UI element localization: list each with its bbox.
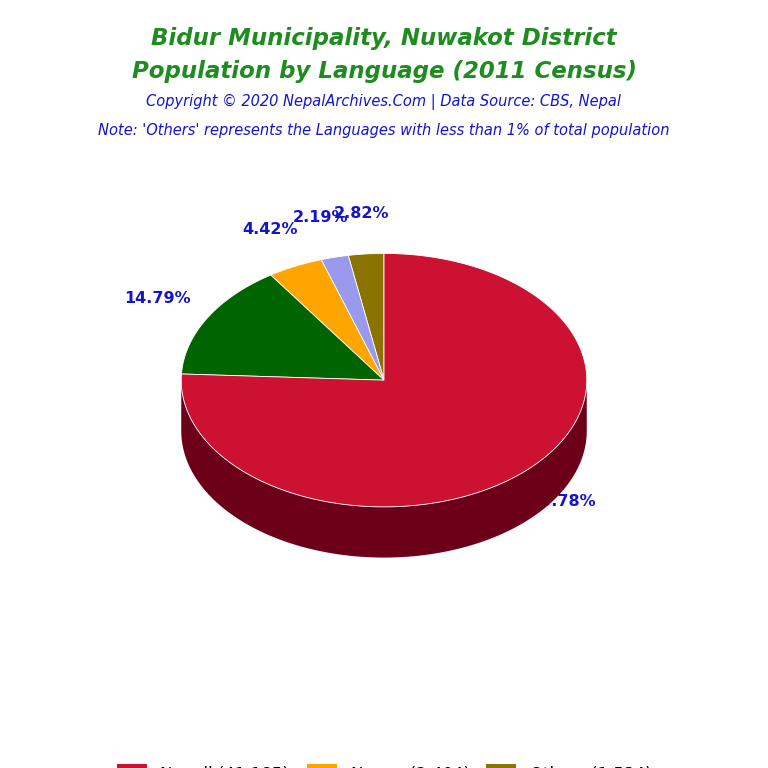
Text: 14.79%: 14.79% <box>124 290 191 306</box>
Text: 2.19%: 2.19% <box>293 210 349 226</box>
Text: Copyright © 2020 NepalArchives.Com | Data Source: CBS, Nepal: Copyright © 2020 NepalArchives.Com | Dat… <box>147 94 621 111</box>
Text: 75.78%: 75.78% <box>530 494 596 508</box>
Text: 2.82%: 2.82% <box>333 206 389 221</box>
Text: Note: 'Others' represents the Languages with less than 1% of total population: Note: 'Others' represents the Languages … <box>98 123 670 138</box>
Text: Bidur Municipality, Nuwakot District: Bidur Municipality, Nuwakot District <box>151 27 617 50</box>
Polygon shape <box>348 253 384 380</box>
Text: Population by Language (2011 Census): Population by Language (2011 Census) <box>131 60 637 83</box>
Polygon shape <box>321 256 384 380</box>
Polygon shape <box>181 253 587 507</box>
Polygon shape <box>271 260 384 380</box>
Polygon shape <box>181 381 587 558</box>
Legend: Nepali (41,185), Tamang (8,038), Newar (2,404), Kumal (1,190), Others (1,534): Nepali (41,185), Tamang (8,038), Newar (… <box>117 763 651 768</box>
Text: 4.42%: 4.42% <box>243 222 298 237</box>
Polygon shape <box>181 275 384 380</box>
